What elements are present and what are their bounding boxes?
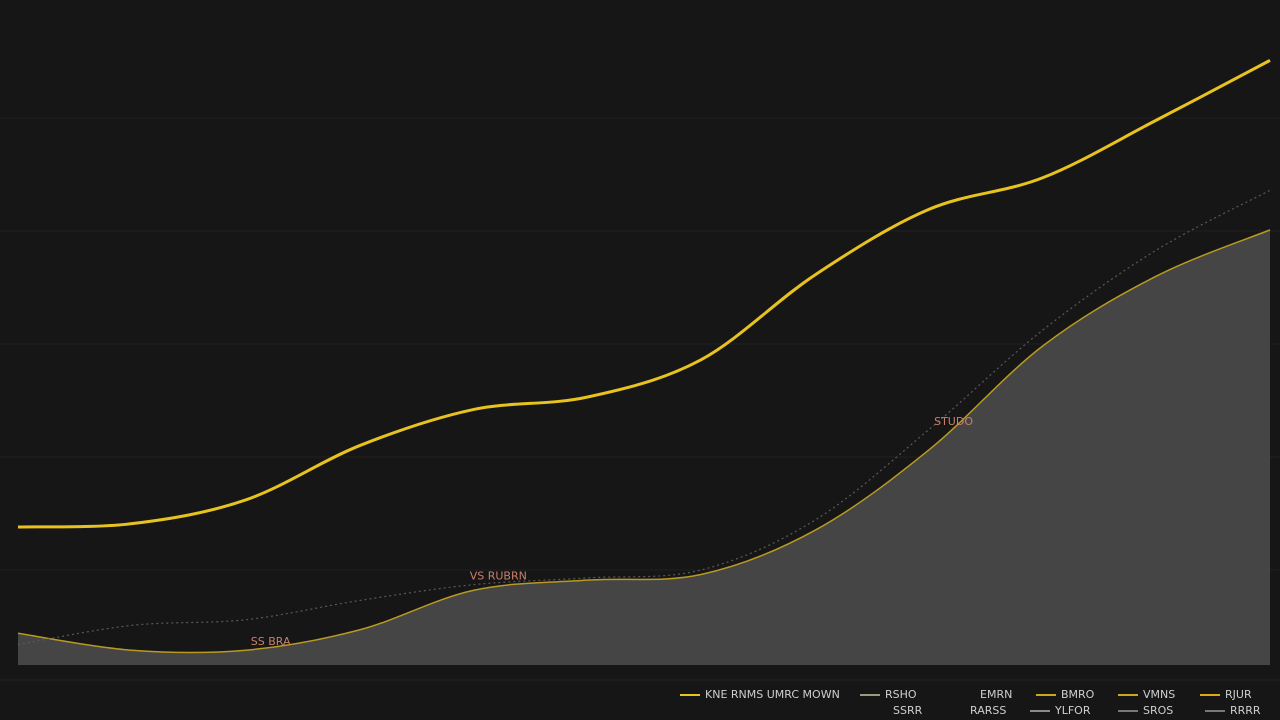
area-edge xyxy=(17,229,1271,654)
annotation: STUDO xyxy=(934,415,973,428)
legend-label: RARSS xyxy=(970,704,1006,717)
annotation: SS BRA xyxy=(251,635,291,648)
area xyxy=(18,229,1270,665)
legend-label: EMRN xyxy=(980,688,1012,701)
legend-label: BMRO xyxy=(1061,688,1095,701)
legend-label: SROS xyxy=(1143,704,1173,717)
legend-label: RJUR xyxy=(1225,688,1252,701)
legend-label: YLFOR xyxy=(1054,704,1091,717)
legend-label: SSRR xyxy=(893,704,923,717)
line xyxy=(17,59,1271,529)
legend-label: VMNS xyxy=(1143,688,1175,701)
legend-label: RRRR xyxy=(1230,704,1261,717)
legend-label: RSHO xyxy=(885,688,917,701)
annotation: VS RUBRN xyxy=(470,570,527,583)
legend-label: KNE RNMS UMRC MOWN xyxy=(705,688,840,701)
